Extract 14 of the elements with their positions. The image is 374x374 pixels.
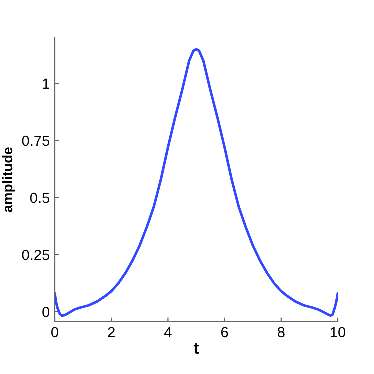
line-series xyxy=(55,48,338,318)
x-tick-label: 4 xyxy=(164,327,172,338)
x-axis-title: t xyxy=(194,343,200,354)
y-tick-label: 0.75 xyxy=(22,136,50,146)
y-tick-label: 0 xyxy=(42,307,50,318)
y-tick-label: 1 xyxy=(43,78,50,89)
x-tick-label: 6 xyxy=(221,327,228,338)
y-axis-title: amplitude xyxy=(2,148,16,212)
y-tick-label: 0.25 xyxy=(22,250,50,260)
x-tick-label: 0 xyxy=(52,327,58,338)
x-tick-label: 2 xyxy=(108,327,115,338)
x-tick-label: 8 xyxy=(278,327,285,338)
y-tick-label: 0.5 xyxy=(30,192,50,204)
x-tick-label: 10 xyxy=(331,327,346,338)
